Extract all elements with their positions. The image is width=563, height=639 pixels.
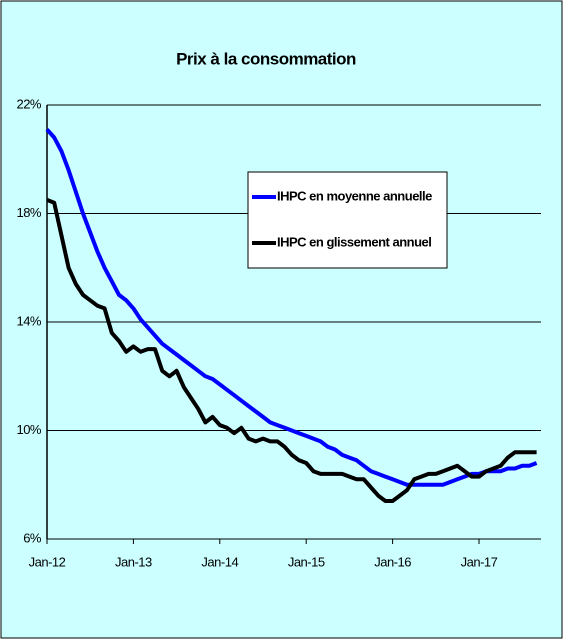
series-line [45,128,538,487]
legend-label: IHPC en moyenne annuelle [277,188,432,203]
x-tick-label: Jan-12 [29,554,66,569]
legend: IHPC en moyenne annuelle IHPC en glisseme… [247,171,448,269]
series-line [46,198,537,503]
legend-box [247,171,448,269]
chart-title: Prix à la consommation [176,49,356,68]
x-tick-label: Jan-13 [115,554,152,569]
x-tick-label: Jan-16 [374,554,411,569]
y-tick-label: 22% [16,96,41,111]
x-tick-label: Jan-15 [288,554,325,569]
x-tick-label: Jan-14 [201,554,238,569]
y-tick-label: 10% [16,422,41,437]
legend-label: IHPC en glissement annuel [277,234,431,249]
y-tick-label: 6% [23,530,42,545]
y-tick-label: 18% [16,205,41,220]
y-tick-label: 14% [16,313,41,328]
x-tick-label: Jan-17 [461,554,498,569]
